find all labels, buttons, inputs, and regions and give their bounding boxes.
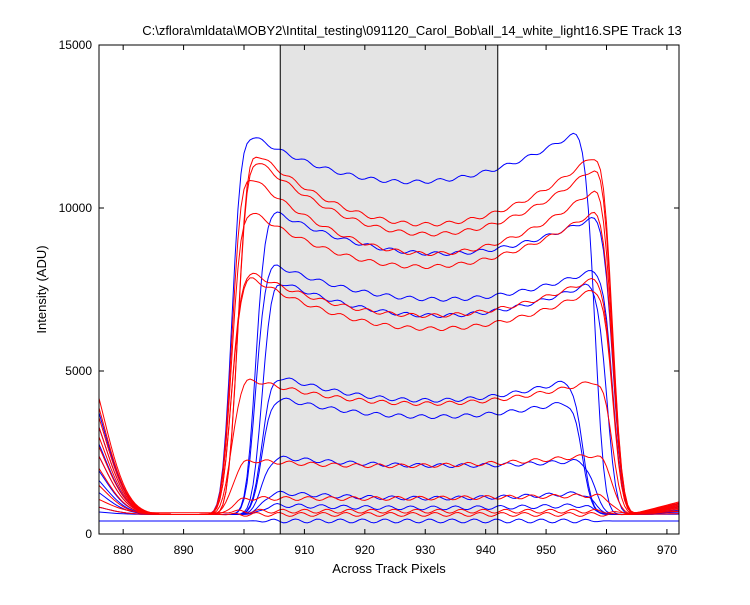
y-axis: 0 5000 10000 15000 (59, 38, 679, 541)
x-tick-label: 910 (294, 543, 314, 557)
series-line (99, 499, 679, 514)
chart-title: C:\zflora\mldata\MOBY2\Intital_testing\0… (142, 23, 682, 38)
x-axis: 880 890 900 910 920 930 940 950 960 970 (113, 45, 677, 557)
x-tick-label: 950 (536, 543, 556, 557)
y-tick-label: 10000 (59, 201, 93, 215)
y-tick-label: 0 (85, 527, 92, 541)
x-tick-label: 880 (113, 543, 133, 557)
y-tick-label: 5000 (65, 364, 92, 378)
x-tick-label: 890 (174, 543, 194, 557)
y-axis-label: Intensity (ADU) (34, 245, 49, 333)
x-tick-label: 940 (476, 543, 496, 557)
series-line (99, 506, 679, 517)
x-tick-label: 930 (415, 543, 435, 557)
series-layer (99, 132, 679, 524)
y-tick-label: 15000 (59, 38, 93, 52)
x-tick-label: 900 (234, 543, 254, 557)
x-tick-label: 960 (596, 543, 616, 557)
plot-frame (98, 44, 680, 535)
shaded-region (280, 45, 498, 534)
x-tick-label: 920 (355, 543, 375, 557)
series-line (99, 518, 679, 524)
x-axis-label: Across Track Pixels (332, 561, 446, 576)
x-tick-label: 970 (657, 543, 677, 557)
